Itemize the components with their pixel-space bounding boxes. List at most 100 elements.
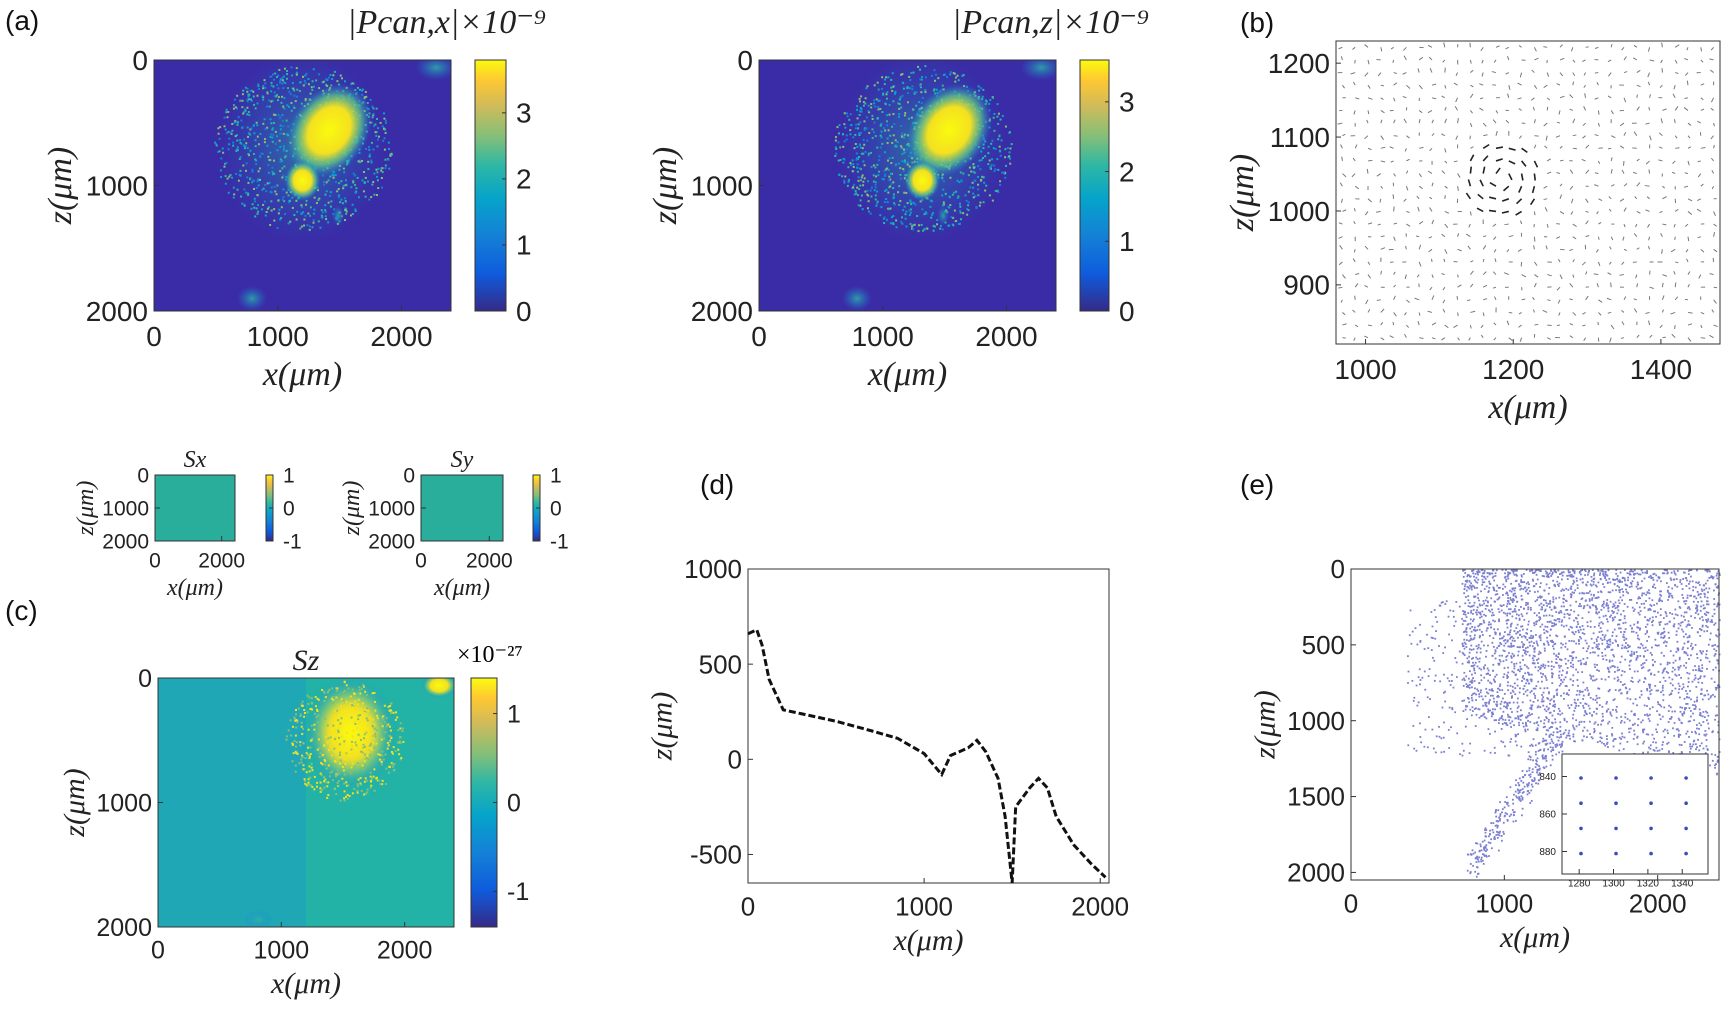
scatter-point [1544,625,1547,628]
speckle [231,176,234,179]
speckle [888,175,891,178]
scatter-point [1470,697,1473,699]
speckle [345,784,348,787]
scatter-point [1718,603,1721,606]
scatter-point [1452,610,1455,613]
arrow [1709,273,1714,276]
arrow [1417,68,1420,73]
speckle [381,715,384,718]
speckle [854,133,857,136]
scatter-point [1479,613,1482,616]
speckle [843,123,846,126]
arrow [1686,47,1689,51]
arrow [1483,298,1488,301]
heatmap-bg [158,678,306,927]
speckle [388,167,391,170]
scatter-point [1573,610,1576,613]
speckle [997,168,1000,171]
speckle [863,127,866,130]
speckle [327,179,330,182]
scatter-point [1680,744,1683,746]
scatter-point [1614,639,1617,642]
scatter-point [1596,612,1599,615]
scatter-point [1560,694,1563,697]
speckle [376,779,379,782]
arrow [1469,122,1473,128]
scatter-point [1548,621,1551,623]
arrow [1508,235,1514,238]
speckle [335,733,338,736]
scatter-point [1519,687,1521,690]
speckle [957,195,960,198]
arrow [1406,299,1410,303]
arrow [1713,286,1718,289]
scatter-point [1531,768,1534,771]
scatter-point [1521,796,1524,799]
scatter-point [1465,580,1468,583]
scatter-point [1539,706,1542,709]
scatter-point [1644,714,1646,716]
scatter-point [1456,732,1459,735]
scatter-point [1540,676,1543,678]
speckle [858,97,861,100]
x-tick-label: 0 [146,321,162,352]
speckle [971,181,974,184]
arrow [1584,93,1587,98]
scatter-point [1482,698,1484,701]
speckle [1004,164,1007,167]
scatter-point [1468,661,1471,664]
speckle [279,158,282,161]
arrow [1518,324,1522,328]
scatter-point [1621,588,1624,591]
scatter-point [1704,752,1707,754]
speckle [359,777,362,780]
speckle [372,113,375,116]
arrow [1533,261,1538,266]
arrow [1367,97,1373,100]
scatter-point [1636,622,1639,624]
arrow [1354,185,1360,190]
speckle [281,160,284,163]
scatter-point [1538,765,1541,767]
speckle [901,222,904,225]
speckle [852,136,855,139]
speckle [861,174,864,177]
scatter-point [1461,617,1464,620]
speckle [939,224,942,227]
scatter-point [1616,643,1619,646]
speckle [327,221,330,224]
speckle [362,746,365,749]
scatter-point [1557,739,1560,742]
scatter-point [1689,720,1691,723]
arrow [1534,323,1539,326]
speckle [338,743,341,746]
scatter-point [1707,693,1710,696]
scatter-point [1423,648,1426,650]
arrow [1404,333,1407,338]
arrow [1465,192,1472,200]
scatter-point [1613,738,1615,741]
scatter-point [1654,644,1657,647]
scatter-texture [1407,569,1721,878]
scatter-point [1668,676,1671,679]
scatter-point [1669,650,1672,653]
arrow [1697,120,1702,124]
speckle [246,147,249,150]
scatter-point [1509,629,1512,632]
speckle [339,799,342,802]
speckle [316,748,319,751]
speckle [385,767,388,770]
speckle [887,168,890,171]
arrow [1636,69,1641,73]
speckle [363,760,366,763]
scatter-point [1515,617,1518,620]
speckle [979,178,982,181]
speckle [999,118,1002,121]
scatter-point [1602,600,1605,603]
speckle [325,83,328,86]
scatter-point [1605,702,1608,705]
scatter-point [1604,572,1607,575]
scatter-point [1699,677,1702,679]
arrow [1662,336,1666,339]
speckle [364,690,367,693]
